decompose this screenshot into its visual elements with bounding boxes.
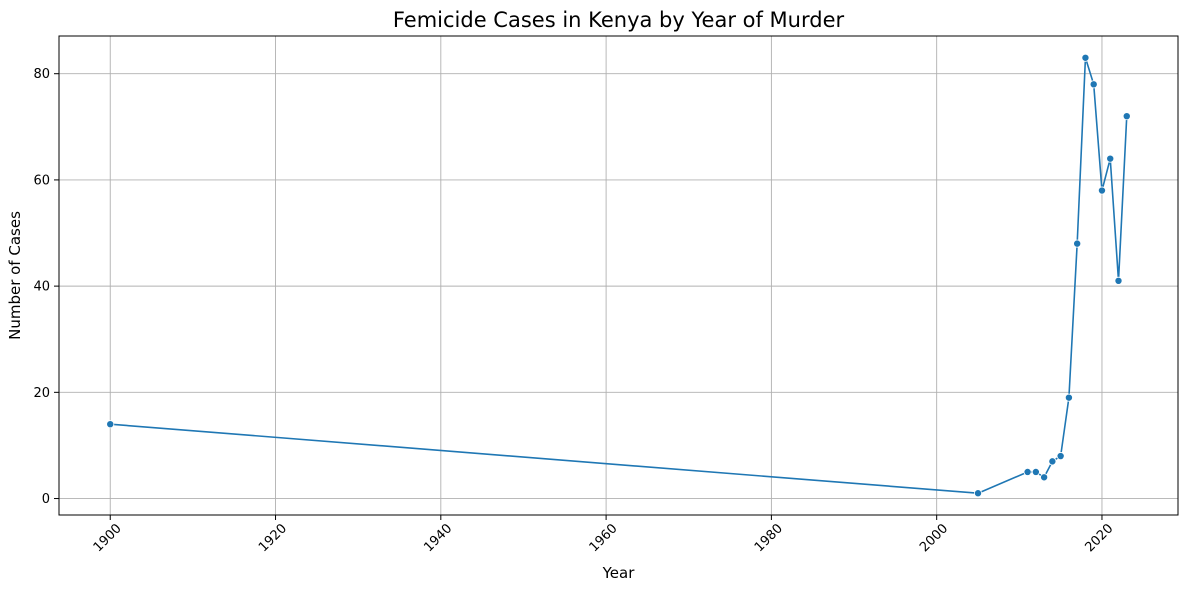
series-line <box>110 56 1128 495</box>
data-point <box>1073 239 1082 248</box>
data-point <box>974 489 983 498</box>
data-point <box>1122 112 1131 121</box>
y-axis: 0 20 40 60 80 <box>33 67 59 507</box>
y-tick-label: 20 <box>33 386 50 401</box>
chart-title: Femicide Cases in Kenya by Year of Murde… <box>393 8 845 32</box>
data-point <box>1056 452 1065 461</box>
x-tick-label: 1980 <box>752 521 786 555</box>
data-point <box>106 420 115 429</box>
data-point <box>1114 276 1123 285</box>
series-layer <box>106 53 1131 498</box>
data-point <box>1064 393 1073 402</box>
y-tick-label: 60 <box>33 173 50 188</box>
data-point <box>1040 473 1049 482</box>
x-tick-label: 2020 <box>1082 521 1116 555</box>
data-point <box>1023 467 1032 476</box>
x-tick-label: 2000 <box>917 521 951 555</box>
x-tick-label: 1940 <box>421 521 455 555</box>
data-point <box>1048 457 1057 466</box>
x-tick-label: 1900 <box>91 521 125 555</box>
x-tick-label: 1960 <box>587 521 621 555</box>
data-point <box>1097 186 1106 195</box>
x-axis: 1900 1920 1940 1960 1980 2000 2020 <box>91 515 1116 555</box>
y-tick-label: 40 <box>33 280 50 295</box>
grid <box>59 36 1178 515</box>
x-axis-title: Year <box>602 564 636 582</box>
data-point <box>1089 80 1098 89</box>
x-tick-label: 1920 <box>256 521 290 555</box>
y-tick-label: 80 <box>33 67 50 82</box>
y-tick-label: 0 <box>42 492 50 507</box>
data-point <box>1081 53 1090 62</box>
y-axis-title: Number of Cases <box>6 211 24 340</box>
plot-frame <box>58 35 1179 516</box>
data-point <box>1106 154 1115 163</box>
data-point <box>1031 467 1040 476</box>
